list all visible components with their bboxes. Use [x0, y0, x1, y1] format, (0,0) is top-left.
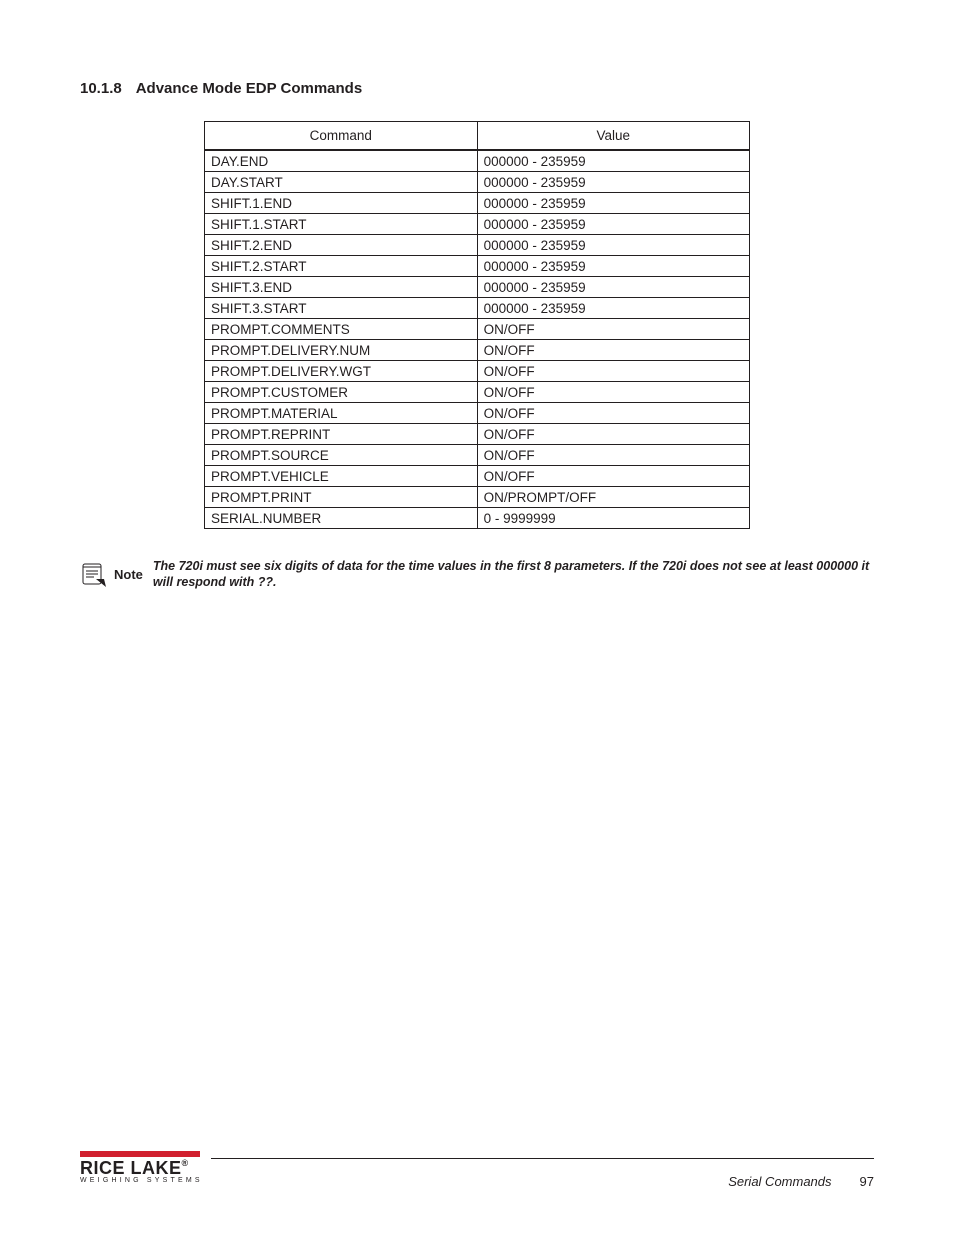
note-icon: [80, 561, 108, 589]
table-row: PROMPT.REPRINTON/OFF: [205, 424, 750, 445]
table-cell-value: 0 - 9999999: [477, 508, 749, 529]
table-cell-value: 000000 - 235959: [477, 235, 749, 256]
table-row: PROMPT.DELIVERY.WGTON/OFF: [205, 361, 750, 382]
table-cell-value: 000000 - 235959: [477, 214, 749, 235]
table-cell-value: ON/OFF: [477, 340, 749, 361]
table-cell-command: SHIFT.3.END: [205, 277, 478, 298]
brand-tagline: WEIGHING SYSTEMS: [80, 1177, 203, 1184]
table-row: PROMPT.DELIVERY.NUMON/OFF: [205, 340, 750, 361]
footer-page-number: 97: [860, 1174, 874, 1189]
table-row: DAY.START000000 - 235959: [205, 172, 750, 193]
table-cell-command: DAY.END: [205, 150, 478, 172]
table-cell-command: DAY.START: [205, 172, 478, 193]
footer-section-name: Serial Commands: [728, 1174, 831, 1189]
table-row: SHIFT.3.START000000 - 235959: [205, 298, 750, 319]
table-row: SHIFT.3.END000000 - 235959: [205, 277, 750, 298]
table-row: PROMPT.VEHICLEON/OFF: [205, 466, 750, 487]
table-cell-value: 000000 - 235959: [477, 193, 749, 214]
brand-accent-bar: [80, 1151, 200, 1157]
table-cell-command: SHIFT.1.START: [205, 214, 478, 235]
table-cell-value: 000000 - 235959: [477, 150, 749, 172]
table-cell-command: PROMPT.SOURCE: [205, 445, 478, 466]
table-header-command: Command: [205, 122, 478, 151]
table-cell-command: SHIFT.1.END: [205, 193, 478, 214]
brand-logo: RICE LAKE® WEIGHING SYSTEMS: [80, 1151, 203, 1184]
note-text: The 720i must see six digits of data for…: [153, 559, 874, 590]
table-row: PROMPT.SOURCEON/OFF: [205, 445, 750, 466]
table-cell-command: PROMPT.DELIVERY.NUM: [205, 340, 478, 361]
table-row: SERIAL.NUMBER0 - 9999999: [205, 508, 750, 529]
table-cell-command: PROMPT.CUSTOMER: [205, 382, 478, 403]
table-cell-value: ON/OFF: [477, 466, 749, 487]
table-cell-value: ON/OFF: [477, 382, 749, 403]
table-cell-command: PROMPT.REPRINT: [205, 424, 478, 445]
table-cell-command: PROMPT.DELIVERY.WGT: [205, 361, 478, 382]
table-cell-value: ON/OFF: [477, 319, 749, 340]
brand-name: RICE LAKE: [80, 1158, 182, 1178]
table-cell-command: SHIFT.3.START: [205, 298, 478, 319]
footer-rule: [211, 1158, 874, 1159]
table-row: SHIFT.2.START000000 - 235959: [205, 256, 750, 277]
table-cell-value: ON/OFF: [477, 445, 749, 466]
table-cell-value: 000000 - 235959: [477, 277, 749, 298]
section-title: Advance Mode EDP Commands: [136, 80, 362, 97]
table-row: PROMPT.PRINTON/PROMPT/OFF: [205, 487, 750, 508]
table-cell-value: ON/PROMPT/OFF: [477, 487, 749, 508]
edp-commands-table: Command Value DAY.END000000 - 235959DAY.…: [204, 121, 750, 529]
table-cell-command: SERIAL.NUMBER: [205, 508, 478, 529]
table-cell-value: ON/OFF: [477, 403, 749, 424]
table-cell-command: PROMPT.COMMENTS: [205, 319, 478, 340]
table-cell-command: PROMPT.MATERIAL: [205, 403, 478, 424]
section-heading: 10.1.8 Advance Mode EDP Commands: [80, 80, 874, 97]
note-block: Note The 720i must see six digits of dat…: [80, 559, 874, 590]
table-cell-command: PROMPT.VEHICLE: [205, 466, 478, 487]
table-row: SHIFT.1.START000000 - 235959: [205, 214, 750, 235]
table-cell-command: SHIFT.2.END: [205, 235, 478, 256]
table-header-value: Value: [477, 122, 749, 151]
table-row: PROMPT.MATERIALON/OFF: [205, 403, 750, 424]
table-row: DAY.END000000 - 235959: [205, 150, 750, 172]
table-row: PROMPT.CUSTOMERON/OFF: [205, 382, 750, 403]
table-cell-value: ON/OFF: [477, 361, 749, 382]
table-cell-command: SHIFT.2.START: [205, 256, 478, 277]
table-cell-value: 000000 - 235959: [477, 256, 749, 277]
table-cell-value: ON/OFF: [477, 424, 749, 445]
section-number: 10.1.8: [80, 80, 122, 97]
table-cell-value: 000000 - 235959: [477, 172, 749, 193]
table-row: SHIFT.2.END000000 - 235959: [205, 235, 750, 256]
note-label: Note: [114, 567, 143, 582]
table-row: PROMPT.COMMENTSON/OFF: [205, 319, 750, 340]
table-cell-command: PROMPT.PRINT: [205, 487, 478, 508]
brand-registered-icon: ®: [182, 1158, 189, 1168]
table-row: SHIFT.1.END000000 - 235959: [205, 193, 750, 214]
table-cell-value: 000000 - 235959: [477, 298, 749, 319]
page-footer: RICE LAKE® WEIGHING SYSTEMS Serial Comma…: [80, 1151, 874, 1189]
